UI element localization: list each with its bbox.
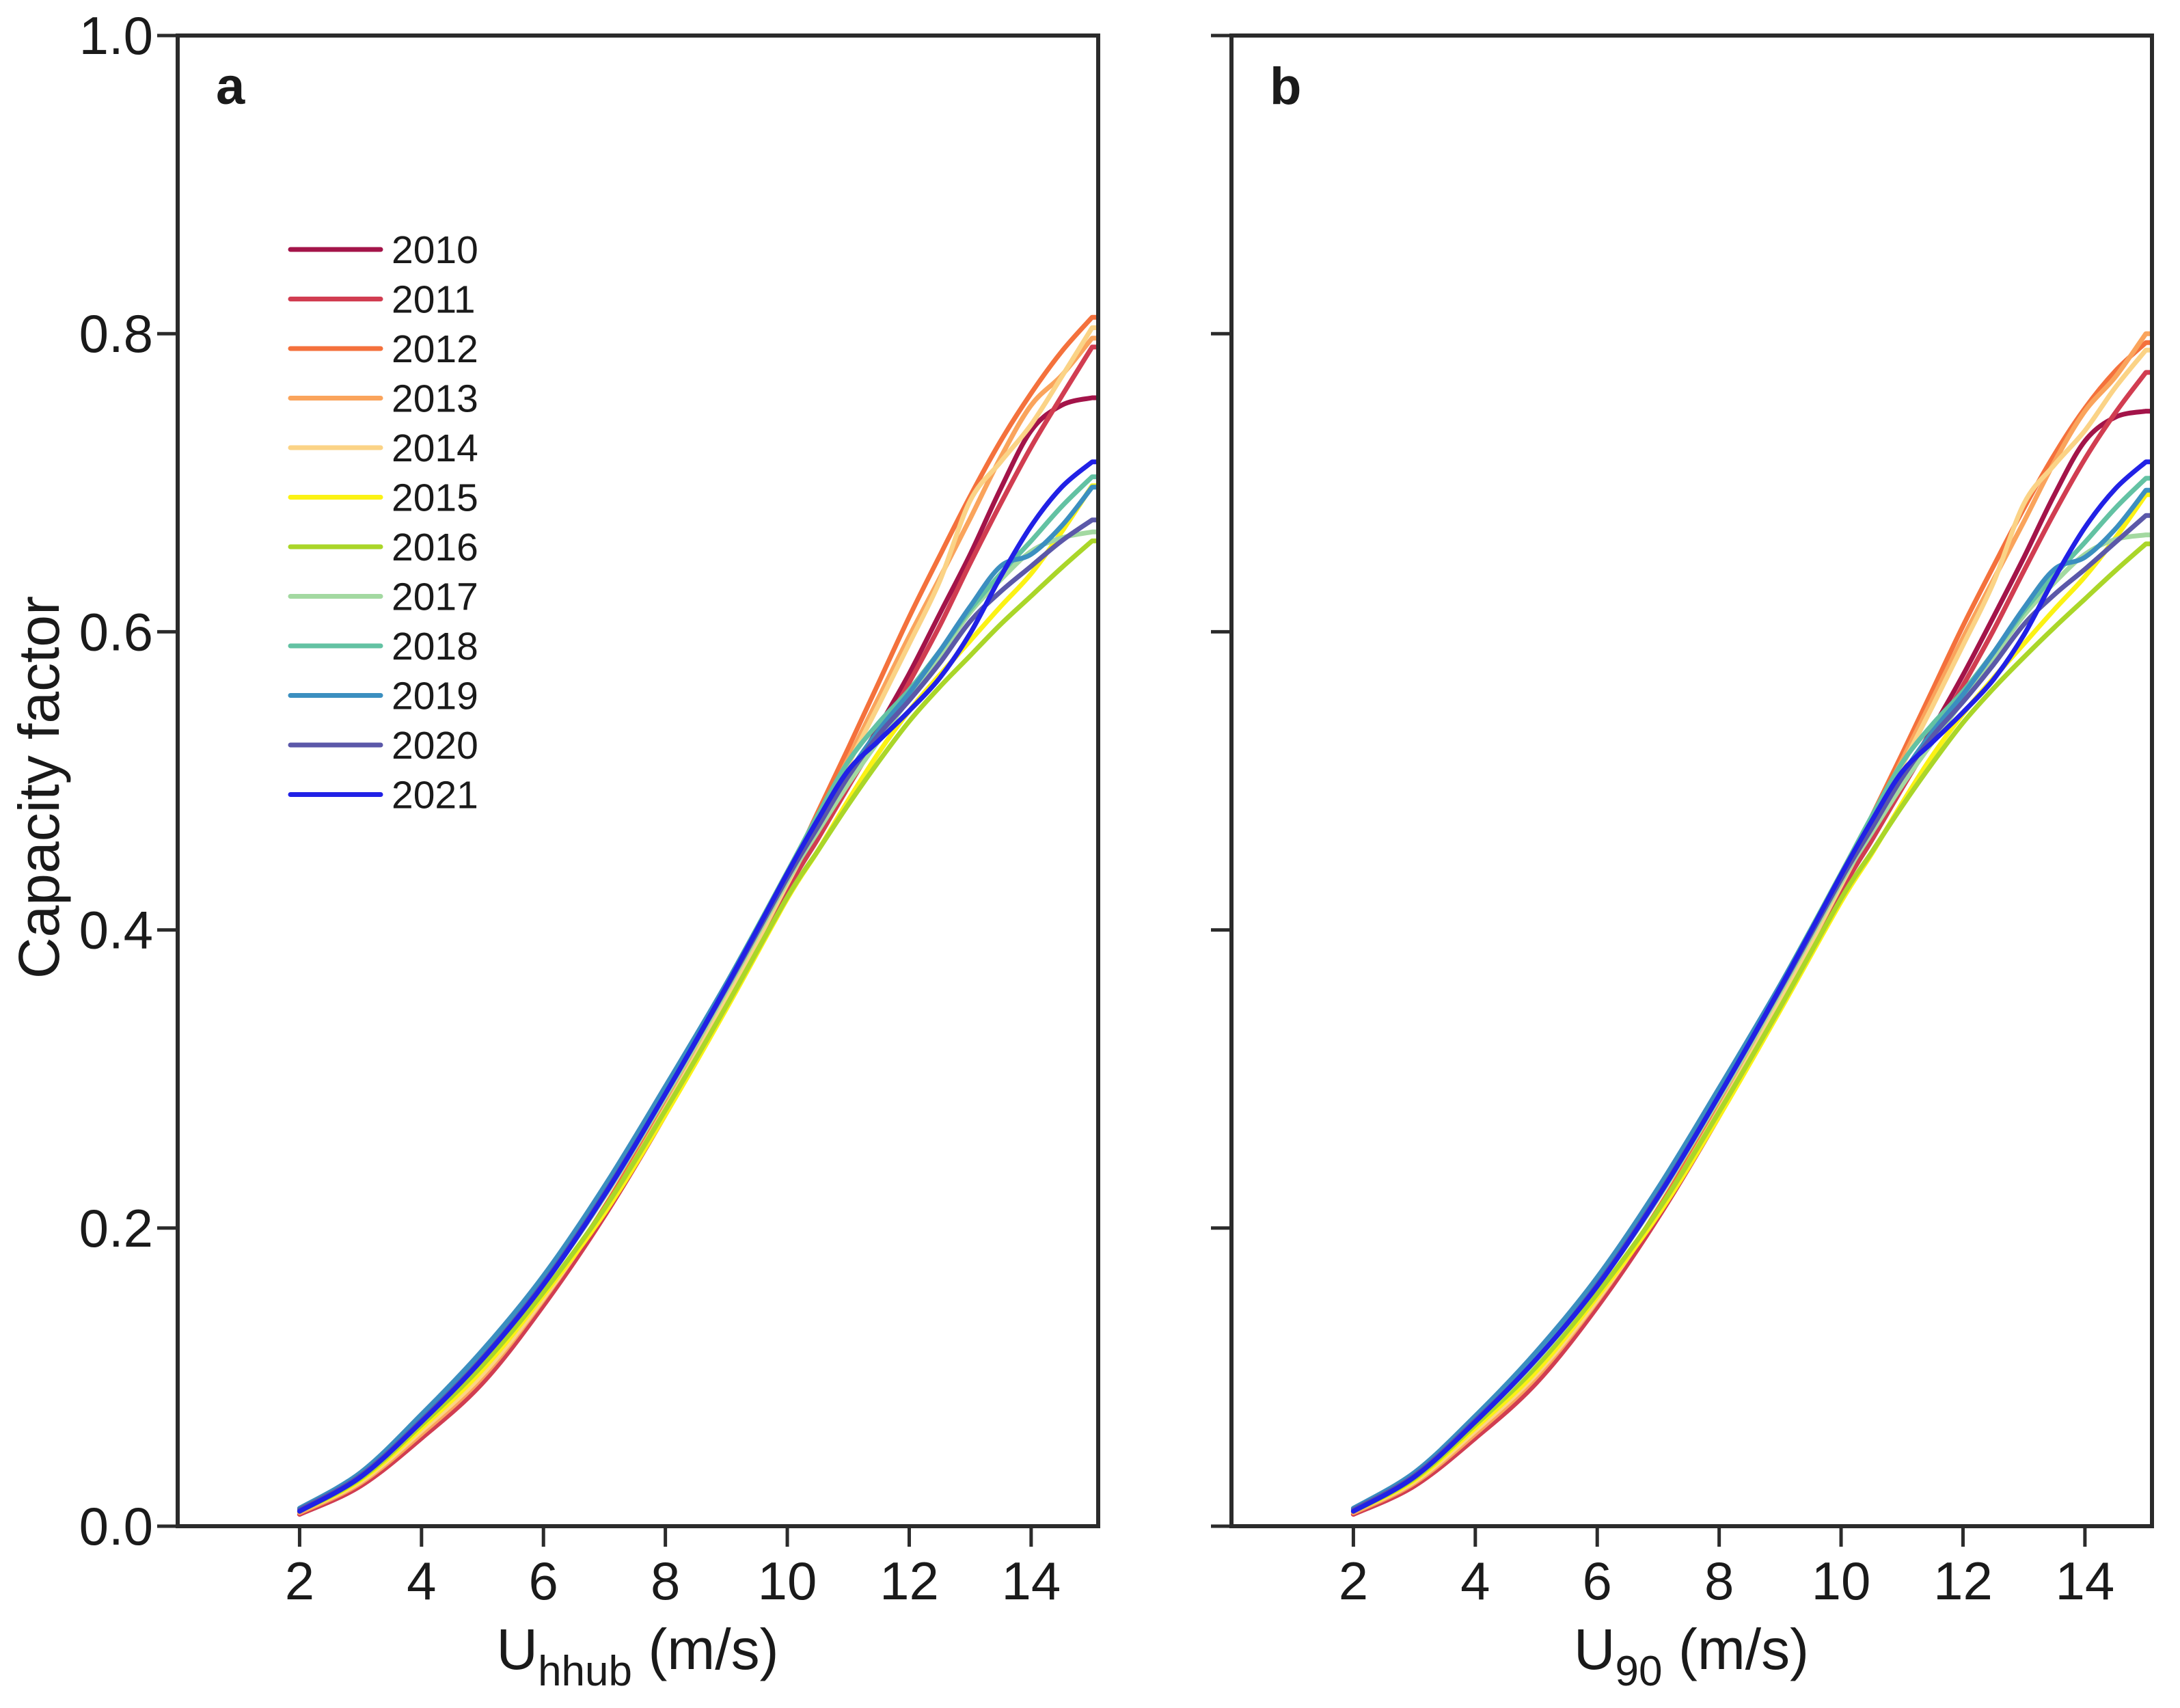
x-tick-label-6: 6: [1583, 1551, 1612, 1611]
legend: 2010 2011 2012 2013 2014 2015 2016 2017 2018 2019…: [288, 228, 478, 817]
x-axis-label-b-base: U: [1574, 1617, 1616, 1681]
x-axis-label-a-unit: (m/s): [632, 1617, 779, 1681]
legend-label-2018: 2018: [392, 625, 478, 668]
x-axis-label-b-unit: (m/s): [1663, 1617, 1810, 1681]
axes-box-panel-b: [1229, 33, 2154, 1528]
legend-label-2011: 2011: [392, 278, 476, 322]
y-tick-label-0.6: 0.6: [79, 601, 153, 662]
legend-label-2015: 2015: [392, 476, 478, 520]
x-axis-label-a-subscript: hhub: [538, 1648, 632, 1695]
x-axis-label-panel-a: Uhhub (m/s): [496, 1617, 778, 1695]
legend-label-2017: 2017: [392, 575, 478, 619]
curve-2020-panel-b: [1350, 513, 2153, 1513]
curve-2011-panel-b: [1350, 370, 2153, 1517]
panel-b-letter: b: [1270, 57, 1301, 116]
x-tick-label-10: 10: [1812, 1551, 1871, 1611]
x-axis-label-panel-b: U90 (m/s): [1574, 1617, 1809, 1695]
y-tick-label-0.8: 0.8: [79, 303, 153, 364]
curve-2020-panel-a: [297, 517, 1099, 1513]
x-tick-label-4: 4: [1460, 1551, 1490, 1611]
legend-label-2010: 2010: [392, 228, 478, 272]
curves-panel-a: [297, 314, 1099, 1517]
curve-2013-panel-b: [1350, 331, 2153, 1515]
y-tick-label-1.0: 1.0: [79, 5, 153, 66]
panel-a-letter: a: [216, 57, 245, 116]
curve-2021-panel-b: [1350, 459, 2153, 1514]
legend-label-2012: 2012: [392, 327, 478, 371]
y-tick-label-0.4: 0.4: [79, 900, 153, 960]
x-tick-label-14: 14: [1001, 1551, 1061, 1611]
legend-label-2016: 2016: [392, 526, 478, 569]
curve-2012-panel-b: [1350, 340, 2153, 1515]
legend-label-2013: 2013: [392, 377, 478, 421]
panel-b: 2 4 6 8 10 12 14: [1211, 33, 2154, 1611]
curve-2019-panel-b: [1350, 487, 2153, 1511]
legend-label-2019: 2019: [392, 675, 478, 718]
x-tick-label-2: 2: [285, 1551, 314, 1611]
x-axis-label-a-base: U: [496, 1617, 538, 1681]
x-tick-label-4: 4: [407, 1551, 436, 1611]
x-tick-label-8: 8: [1704, 1551, 1734, 1611]
y-axis-label: Capacity factor: [7, 596, 71, 979]
y-tick-label-0.2: 0.2: [79, 1198, 153, 1258]
x-tick-label-12: 12: [1933, 1551, 1993, 1611]
curve-2015-panel-b: [1350, 492, 2153, 1514]
curves-panel-b: [1350, 331, 2153, 1517]
curve-2011-panel-a: [297, 344, 1099, 1517]
curve-2016-panel-b: [1350, 541, 2153, 1514]
curve-2014-panel-b: [1350, 347, 2153, 1514]
x-tick-label-6: 6: [529, 1551, 558, 1611]
legend-label-2020: 2020: [392, 724, 478, 768]
curve-2017-panel-b: [1350, 532, 2153, 1513]
x-tick-label-10: 10: [758, 1551, 817, 1611]
x-tick-label-12: 12: [880, 1551, 939, 1611]
chart-render-root: 2 4 6 8 10 12 14 0.0 0.2 0.4 0.6 0.8 1.0 2010 2011 2012…: [79, 5, 2154, 1611]
curve-2010-panel-b: [1350, 409, 2153, 1517]
x-tick-label-8: 8: [651, 1551, 680, 1611]
curve-2016-panel-a: [297, 538, 1099, 1514]
x-axis-label-b-subscript: 90: [1616, 1648, 1663, 1695]
y-tick-label-0.0: 0.0: [79, 1496, 153, 1556]
axes-box-panel-a: [176, 33, 1100, 1528]
curve-2021-panel-a: [297, 459, 1099, 1514]
legend-label-2021: 2021: [392, 774, 478, 817]
x-tick-label-2: 2: [1339, 1551, 1368, 1611]
panel-a: 2 4 6 8 10 12 14 0.0 0.2 0.4 0.6 0.8 1.0 2010 2011 2012…: [79, 5, 1100, 1611]
legend-label-2014: 2014: [392, 426, 478, 470]
x-tick-label-14: 14: [2055, 1551, 2114, 1611]
